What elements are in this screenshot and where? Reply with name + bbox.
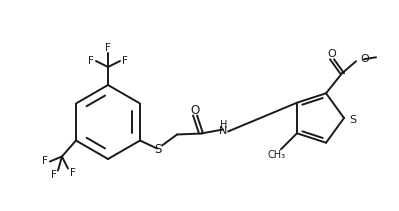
Text: F: F [70,168,76,177]
Text: S: S [154,143,162,156]
Text: F: F [122,56,128,66]
Text: CH₃: CH₃ [268,150,286,160]
Text: H: H [220,119,228,130]
Text: O: O [360,54,369,64]
Text: F: F [105,43,111,53]
Text: S: S [349,115,356,125]
Text: O: O [190,104,200,117]
Text: F: F [42,157,48,166]
Text: F: F [88,56,94,66]
Text: F: F [51,170,57,180]
Text: N: N [219,126,227,135]
Text: O: O [328,49,336,59]
